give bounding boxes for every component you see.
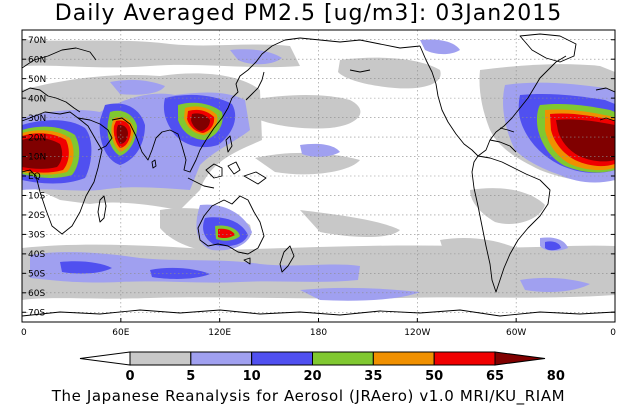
colorbar-swatch: [251, 351, 314, 366]
longitude-axis: 0 60E 120E 180 120W 60W 0: [21, 318, 616, 338]
lat-tick-label: 30S: [28, 231, 45, 241]
pm25-concentration-field: [22, 39, 615, 301]
colorbar-swatch: [433, 351, 496, 366]
lon-tick-label: 120E: [208, 328, 231, 338]
lat-tick-label: 30N: [28, 114, 46, 124]
lat-tick-label: 70N: [28, 36, 46, 46]
colorbar: 0 5 10 20 35 50 65 80: [79, 351, 565, 384]
colorbar-label: 35: [364, 369, 382, 384]
lat-tick-label: 50N: [28, 75, 46, 85]
pm25-band-above-80: [22, 113, 615, 169]
colorbar-label: 50: [425, 369, 443, 384]
colorbar-label: 65: [486, 369, 504, 384]
lat-tick-label: 60N: [28, 55, 46, 65]
map-title: Daily Averaged PM2.5 [ug/m3]: 03Jan2015: [54, 1, 563, 26]
colorbar-label: 5: [186, 369, 195, 384]
lon-tick-label: 180: [310, 328, 327, 338]
lat-tick-label: 10S: [28, 192, 45, 202]
colorbar-swatch: [129, 351, 192, 366]
lat-tick-label: 60S: [28, 289, 45, 299]
lon-tick-label: 60E: [112, 328, 129, 338]
colorbar-swatch: [190, 351, 253, 366]
colorbar-label: 80: [547, 369, 565, 384]
colorbar-label: 0: [125, 369, 134, 384]
lat-tick-label: 50S: [28, 270, 45, 280]
lon-tick-label: 60W: [506, 328, 526, 338]
lat-tick-label: 40N: [28, 94, 46, 104]
data-credit: The Japanese Reanalysis for Aerosol (JRA…: [51, 387, 566, 405]
lon-tick-label: 0: [610, 328, 616, 338]
colorbar-swatch: [312, 351, 374, 366]
coastlines: [22, 33, 615, 317]
colorbar-label: 10: [243, 369, 261, 384]
colorbar-swatch: [79, 351, 131, 366]
lat-tick-label: 10N: [28, 153, 46, 163]
lon-tick-label: 0: [21, 328, 27, 338]
lat-tick-label: 40S: [28, 250, 45, 260]
latitude-axis: 70N 60N 50N 40N 30N 20N 10N EQ 10S 20S 30S 40S 50S 60…: [22, 36, 615, 318]
colorbar-label: 20: [303, 369, 321, 384]
colorbar-swatch: [494, 351, 546, 366]
lat-tick-label: EQ: [28, 172, 41, 182]
colorbar-swatch: [372, 351, 435, 366]
lat-tick-label: 70S: [28, 308, 45, 318]
lat-tick-label: 20S: [28, 211, 45, 221]
lon-tick-label: 120W: [404, 328, 430, 338]
lat-tick-label: 20N: [28, 133, 46, 143]
